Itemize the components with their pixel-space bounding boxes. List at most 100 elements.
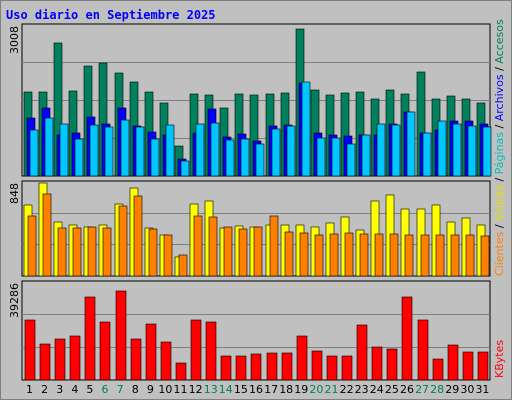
x-tick-label-day-30: 30 — [460, 383, 474, 396]
bar-páginas-day-24 — [376, 123, 386, 177]
bar-páginas-day-22 — [346, 143, 356, 177]
x-tick-label-day-6: 6 — [102, 383, 109, 396]
legend-separator: / — [493, 174, 506, 185]
bar-clientes-day-24 — [374, 233, 384, 277]
x-tick-label-day-14: 14 — [219, 383, 233, 396]
bar-kbytes-day-7 — [115, 290, 127, 381]
bar-kbytes-day-18 — [281, 352, 293, 381]
x-tick-label-day-20: 20 — [309, 383, 323, 396]
bar-páginas-day-28 — [437, 120, 447, 177]
bar-páginas-day-20 — [316, 137, 326, 177]
bar-páginas-day-19 — [301, 81, 311, 177]
bar-clientes-day-11 — [178, 254, 188, 277]
bar-clientes-day-9 — [148, 228, 158, 277]
x-tick-label-day-23: 23 — [355, 383, 369, 396]
bar-kbytes-day-31 — [477, 351, 489, 381]
x-tick-label-day-24: 24 — [370, 383, 384, 396]
legend-item-kbytes: KBytes — [493, 340, 506, 378]
x-tick-label-day-31: 31 — [475, 383, 489, 396]
bar-clientes-day-16 — [253, 226, 263, 277]
bar-páginas-day-21 — [331, 137, 341, 177]
x-tick-label-day-25: 25 — [385, 383, 399, 396]
bar-clientes-day-31 — [480, 235, 490, 277]
bar-kbytes-day-8 — [130, 338, 142, 381]
legend-item-clientes: Clientes — [493, 231, 506, 276]
bar-kbytes-day-14 — [220, 355, 232, 381]
bar-kbytes-day-3 — [54, 338, 66, 381]
bar-kbytes-day-10 — [160, 341, 172, 381]
bar-páginas-day-15 — [240, 138, 250, 177]
bar-clientes-day-12 — [193, 215, 203, 277]
panel-3-ymax-label: 39286 — [8, 283, 21, 318]
bar-páginas-day-23 — [361, 134, 371, 177]
bar-páginas-day-13 — [210, 122, 220, 177]
legend-separator: / — [493, 64, 506, 75]
bar-kbytes-day-19 — [296, 335, 308, 381]
bar-kbytes-day-23 — [356, 324, 368, 381]
bar-clientes-day-5 — [87, 226, 97, 277]
bar-kbytes-day-27 — [417, 319, 429, 381]
x-tick-label-day-2: 2 — [41, 383, 48, 396]
bar-páginas-day-9 — [150, 138, 160, 177]
bar-kbytes-day-28 — [432, 358, 444, 381]
bar-páginas-day-10 — [165, 124, 175, 177]
bar-clientes-day-8 — [133, 195, 143, 277]
x-tick-label-day-12: 12 — [189, 383, 203, 396]
x-tick-label-day-8: 8 — [132, 383, 139, 396]
bar-kbytes-day-11 — [175, 362, 187, 381]
bar-páginas-day-3 — [59, 123, 69, 177]
bar-páginas-day-31 — [482, 126, 492, 177]
bar-clientes-day-13 — [208, 216, 218, 277]
x-tick-label-day-18: 18 — [279, 383, 293, 396]
bar-kbytes-day-1 — [24, 319, 36, 381]
bar-clientes-day-29 — [450, 234, 460, 277]
x-tick-label-day-3: 3 — [56, 383, 63, 396]
bar-páginas-day-30 — [467, 125, 477, 177]
bar-clientes-day-23 — [359, 233, 369, 277]
chart-title: Uso diario en Septiembre 2025 — [6, 8, 216, 22]
bar-páginas-day-18 — [286, 125, 296, 177]
bar-kbytes-day-17 — [266, 352, 278, 381]
bar-clientes-day-3 — [57, 227, 67, 277]
x-tick-label-day-27: 27 — [415, 383, 429, 396]
bar-clientes-day-1 — [27, 215, 37, 277]
bar-clientes-day-25 — [389, 233, 399, 277]
bar-clientes-day-7 — [118, 205, 128, 277]
bar-clientes-day-14 — [223, 226, 233, 277]
bar-páginas-day-7 — [120, 119, 130, 177]
x-tick-label-day-22: 22 — [340, 383, 354, 396]
bar-kbytes-day-13 — [205, 321, 217, 381]
bar-kbytes-day-9 — [145, 323, 157, 381]
x-tick-label-day-29: 29 — [445, 383, 459, 396]
bar-páginas-day-29 — [452, 123, 462, 177]
x-tick-label-day-4: 4 — [71, 383, 78, 396]
bar-kbytes-day-29 — [447, 344, 459, 381]
bar-clientes-day-22 — [344, 232, 354, 277]
bar-kbytes-day-16 — [250, 353, 262, 381]
bar-clientes-day-10 — [163, 234, 173, 277]
x-tick-label-day-7: 7 — [117, 383, 124, 396]
bar-clientes-day-21 — [329, 233, 339, 277]
legend-panels-1-2: Clientes / Visitas / Páginas / Archivos … — [493, 19, 506, 276]
x-tick-label-day-9: 9 — [147, 383, 154, 396]
bar-clientes-day-19 — [299, 232, 309, 277]
bar-páginas-day-11 — [180, 160, 190, 177]
bar-kbytes-day-15 — [235, 355, 247, 381]
bar-kbytes-day-26 — [401, 296, 413, 381]
legend-item-páginas: Páginas — [493, 132, 506, 175]
x-tick-label-day-11: 11 — [174, 383, 188, 396]
legend-item-accesos: Accesos — [493, 19, 506, 64]
bar-clientes-day-27 — [420, 234, 430, 277]
legend-separator: / — [493, 221, 506, 232]
legend-item-visitas: Visitas — [493, 185, 506, 221]
bar-páginas-day-25 — [391, 124, 401, 177]
x-tick-label-day-15: 15 — [234, 383, 248, 396]
x-tick-label-day-17: 17 — [264, 383, 278, 396]
legend-item-archivos: Archivos — [493, 74, 506, 121]
bar-kbytes-day-24 — [371, 346, 383, 381]
bar-clientes-day-28 — [435, 234, 445, 277]
bar-páginas-day-2 — [44, 117, 54, 177]
bar-kbytes-day-25 — [386, 348, 398, 381]
bar-kbytes-day-20 — [311, 350, 323, 381]
